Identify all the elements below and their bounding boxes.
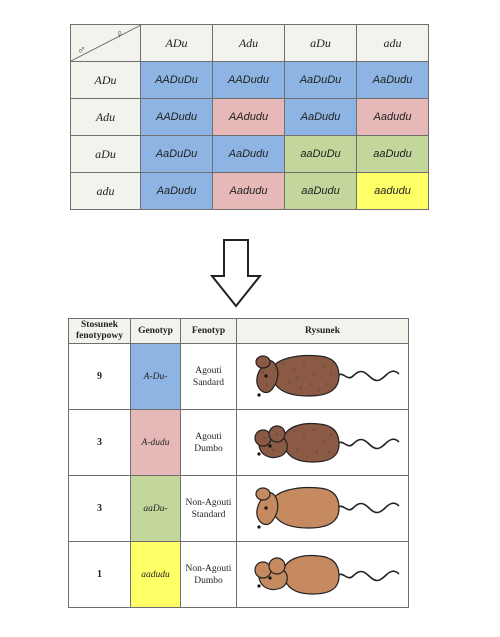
genotype-cell: Aadudu	[356, 98, 429, 136]
genotype-cell: AADudu	[212, 61, 285, 99]
genotype-cell: aaDudu	[284, 172, 357, 210]
phenotype-line1: Non-Agouti	[185, 497, 232, 508]
genotype-cell: AADuDu	[140, 61, 213, 99]
male-symbol: ♂	[77, 43, 86, 57]
phenotype-line2: Standard	[191, 509, 226, 520]
mouse-nonagouti-standard-image	[254, 486, 400, 529]
corner-cell: ♀ ♂	[70, 24, 141, 62]
genotype-cell: Aadudu	[212, 172, 285, 210]
header-phenotype: Fenotyp	[180, 318, 237, 344]
genotype-cell: aaDuDu	[284, 135, 357, 173]
row-header: adu	[70, 172, 141, 210]
genotype-cell: AaDuDu	[140, 135, 213, 173]
phenotype-value: Non-Agouti Standard	[180, 475, 237, 542]
phenotype-line2: Dumbo	[194, 443, 223, 454]
mouse-agouti-standard-image	[254, 354, 400, 397]
genotype-cell: AaDudu	[356, 61, 429, 99]
col-header: Adu	[212, 24, 285, 62]
phenotype-value: Agouti Dumbo	[180, 409, 237, 476]
ratio-value: 3	[68, 475, 131, 542]
phenotype-line1: Non-Agouti	[185, 563, 232, 574]
genotype-value: A-dudu	[130, 409, 181, 476]
ratio-value: 3	[68, 409, 131, 476]
phenotype-line1: Agouti	[195, 431, 222, 442]
drawing-cell	[236, 343, 409, 410]
down-arrow-icon	[210, 239, 262, 308]
col-header: ADu	[140, 24, 213, 62]
genotype-cell: AADudu	[140, 98, 213, 136]
drawing-cell	[236, 409, 409, 476]
genotype-cell: AaDuDu	[284, 61, 357, 99]
col-header: adu	[356, 24, 429, 62]
genotype-value: A-Du-	[130, 343, 181, 410]
genotype-cell: AaDudu	[212, 135, 285, 173]
header-ratio: Stosunek fenotypowy	[68, 318, 131, 344]
mouse-agouti-dumbo-image	[253, 422, 400, 463]
header-drawing: Rysunek	[236, 318, 409, 344]
phenotype-row: 3 A-dudu Agouti Dumbo	[68, 409, 409, 476]
header-genotype: Genotyp	[130, 318, 181, 344]
phenotype-line2: Sandard	[192, 377, 225, 388]
genotype-cell: AaDudu	[140, 172, 213, 210]
row-header: aDu	[70, 135, 141, 173]
genotype-cell: aaDudu	[356, 135, 429, 173]
genotype-cell: AaDudu	[284, 98, 357, 136]
drawing-cell	[236, 475, 409, 542]
drawing-cell	[236, 541, 409, 608]
phenotype-line2: Dumbo	[194, 575, 223, 586]
phenotype-line1: Agouti	[195, 365, 222, 376]
corner-divider	[71, 25, 141, 61]
row-header: Adu	[70, 98, 141, 136]
phenotype-row: 9 A-Du- Agouti Sandard	[68, 343, 409, 410]
genotype-cell: aadudu	[356, 172, 429, 210]
genotype-cell: AAdudu	[212, 98, 285, 136]
row-header: ADu	[70, 61, 141, 99]
phenotype-row: 1 aadudu Non-Agouti Dumbo	[68, 541, 409, 608]
col-header: aDu	[284, 24, 357, 62]
punnett-square: ♀ ♂ ADu Adu aDu adu ADu AADuDu AADudu Aa…	[70, 24, 429, 210]
phenotype-row: 3 aaDu- Non-Agouti Standard	[68, 475, 409, 542]
ratio-value: 9	[68, 343, 131, 410]
phenotype-value: Agouti Sandard	[180, 343, 237, 410]
female-symbol: ♀	[115, 27, 124, 41]
ratio-value: 1	[68, 541, 131, 608]
phenotype-value: Non-Agouti Dumbo	[180, 541, 237, 608]
mouse-nonagouti-dumbo-image	[253, 554, 400, 595]
genotype-value: aadudu	[130, 541, 181, 608]
phenotype-table: Stosunek fenotypowy Genotyp Fenotyp Rysu…	[68, 318, 409, 608]
genotype-value: aaDu-	[130, 475, 181, 542]
